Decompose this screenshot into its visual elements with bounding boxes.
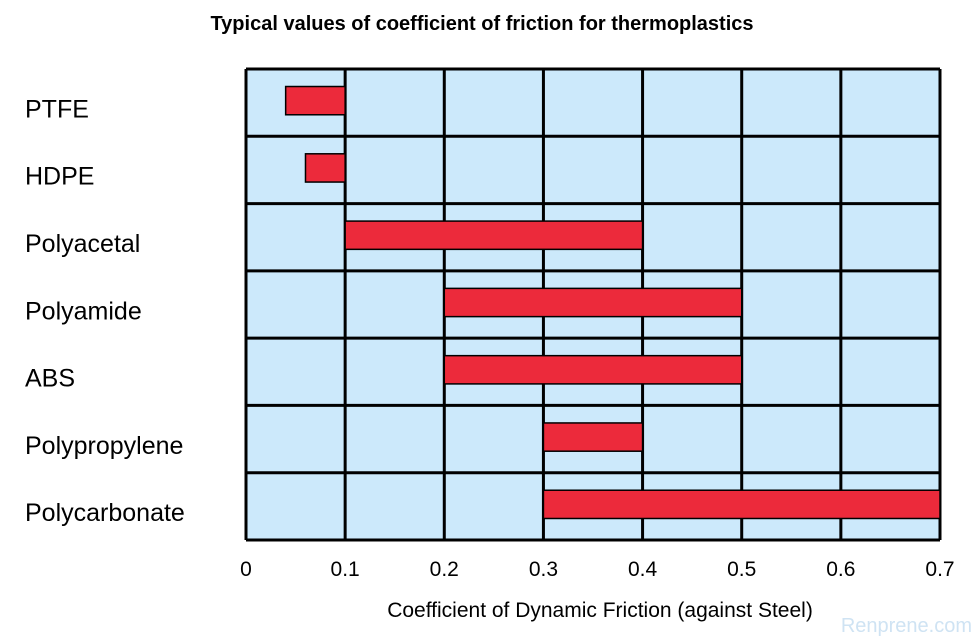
x-axis-title: Coefficient of Dynamic Friction (against… [387, 599, 813, 622]
bars [284, 85, 941, 520]
x-tick-label: 0.2 [430, 558, 459, 581]
x-tick-label: 0.1 [331, 558, 360, 581]
chart-title: Typical values of coefficient of frictio… [210, 13, 753, 35]
x-tick-label: 0.6 [826, 558, 855, 581]
category-label: Polypropylene [25, 432, 183, 460]
x-tick-labels: 0 0.1 0.2 0.3 0.4 0.5 0.6 0.7 [240, 558, 954, 581]
grid [244, 67, 942, 542]
x-tick-label: 0.7 [925, 558, 954, 581]
category-label: Polyamide [25, 297, 142, 325]
x-tick-label: 0.3 [529, 558, 558, 581]
category-label: HDPE [25, 163, 94, 191]
bar-abs [443, 354, 743, 385]
bar-polyamide [443, 287, 743, 318]
category-label: Polyacetal [25, 230, 140, 258]
x-tick-label: 0.4 [628, 558, 658, 581]
bar-polypropylene [542, 422, 644, 452]
watermark: Renprene.com [841, 615, 972, 637]
bar-polyacetal [344, 220, 644, 251]
bar-ptfe [284, 85, 346, 116]
x-tick-label: 0 [240, 558, 252, 581]
category-label: ABS [25, 365, 75, 393]
category-labels: PTFE HDPE Polyacetal Polyamide ABS Polypropyl… [25, 95, 185, 527]
bar-hdpe [304, 153, 346, 183]
bar-polycarbonate [542, 489, 941, 520]
category-label: Polycarbonate [25, 499, 185, 527]
x-tick-label: 0.5 [727, 558, 756, 581]
category-label: PTFE [25, 95, 89, 123]
